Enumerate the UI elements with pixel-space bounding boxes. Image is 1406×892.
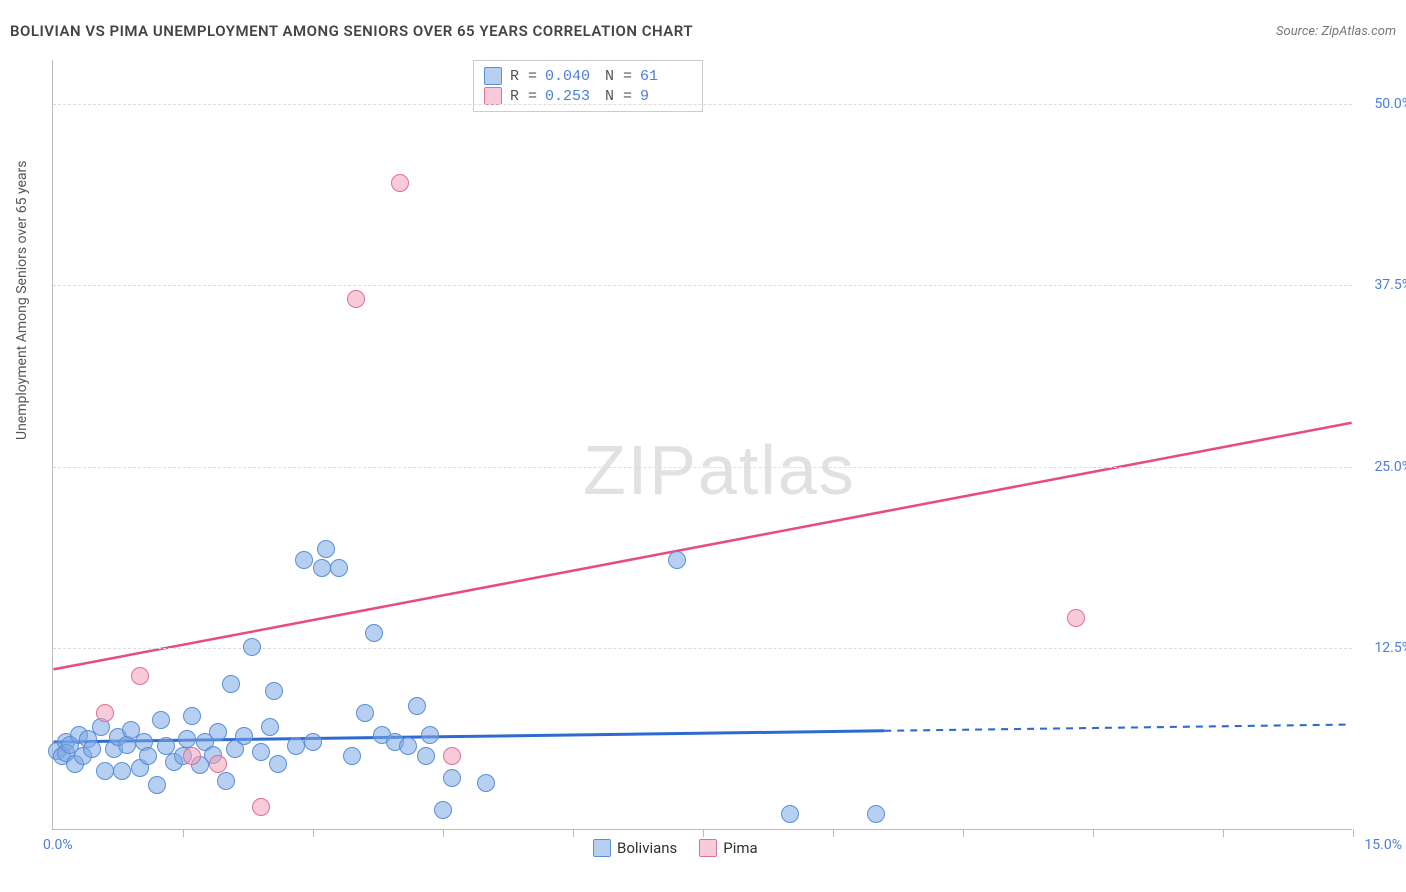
gridline [53,285,1352,286]
bolivians-point [243,638,261,656]
x-tick [703,829,704,837]
pima-point [131,667,149,685]
bolivians-point [668,551,686,569]
legend-stats-row-bolivians: R = 0.040 N = 61 [484,67,692,85]
pima-point [1067,609,1085,627]
bolivians-point [178,730,196,748]
bolivians-point [356,704,374,722]
legend-stats-row-pima: R = 0.253 N = 9 [484,87,692,105]
watermark: ZIPatlas [583,430,856,510]
pima-point [209,755,227,773]
legend-series: Bolivians Pima [593,839,758,857]
chart-source: Source: ZipAtlas.com [1276,24,1396,39]
pima-point [347,290,365,308]
x-tick [1093,829,1094,837]
bolivians-point [365,624,383,642]
pima-point [391,174,409,192]
bolivians-point [183,707,201,725]
x-tick [1353,829,1354,837]
bolivians-point [269,755,287,773]
y-tick-label: 37.5% [1362,277,1406,293]
pima-point [252,798,270,816]
x-axis-min-label: 0.0% [43,837,73,853]
bolivians-point [330,559,348,577]
bolivians-point [265,682,283,700]
bolivians-point [139,747,157,765]
gridline [53,104,1352,105]
bolivians-point [343,747,361,765]
gridline [53,467,1352,468]
bolivians-point [304,733,322,751]
bolivians-point [287,737,305,755]
bolivians-point [235,727,253,745]
bolivians-swatch-icon [593,839,611,857]
pima-r-value: 0.253 [545,88,597,105]
bolivians-point [96,762,114,780]
pima-point [443,747,461,765]
bolivians-point [421,726,439,744]
trend-lines [53,60,1352,829]
x-tick [573,829,574,837]
bolivians-point [477,774,495,792]
bolivians-point [209,723,227,741]
bolivians-point [295,551,313,569]
bolivians-point [781,805,799,823]
x-tick [313,829,314,837]
bolivians-point [313,559,331,577]
pima-point [183,747,201,765]
bolivians-point [152,711,170,729]
y-tick-label: 25.0% [1362,459,1406,475]
bolivians-point [434,801,452,819]
x-tick [833,829,834,837]
legend-item-bolivians: Bolivians [593,839,677,857]
bolivians-point [317,540,335,558]
bolivians-point [222,675,240,693]
bolivians-point [408,697,426,715]
x-tick [963,829,964,837]
bolivians-point [148,776,166,794]
bolivians-swatch [484,67,502,85]
x-tick [443,829,444,837]
bolivians-point [83,740,101,758]
pima-point [96,704,114,722]
x-tick [183,829,184,837]
x-axis-max-label: 15.0% [1364,837,1402,853]
bolivians-point [113,762,131,780]
bolivians-point [399,737,417,755]
bolivians-point [252,743,270,761]
legend-item-pima: Pima [699,839,757,857]
pima-n-value: 9 [640,88,692,105]
pima-swatch [484,87,502,105]
scatter-plot-area: ZIPatlas R = 0.040 N = 61 R = 0.253 N = … [52,60,1352,830]
x-tick [1223,829,1224,837]
bolivians-point [261,718,279,736]
bolivians-n-value: 61 [640,68,692,85]
chart-header: BOLIVIAN VS PIMA UNEMPLOYMENT AMONG SENI… [10,22,1396,40]
y-tick-label: 50.0% [1362,96,1406,112]
y-axis-label: Unemployment Among Seniors over 65 years [14,161,30,441]
bolivians-r-value: 0.040 [545,68,597,85]
bolivians-point [443,769,461,787]
chart-title: BOLIVIAN VS PIMA UNEMPLOYMENT AMONG SENI… [10,22,693,40]
bolivians-point [417,747,435,765]
bolivians-point [867,805,885,823]
bolivians-point [217,772,235,790]
pima-swatch-icon [699,839,717,857]
y-tick-label: 12.5% [1362,640,1406,656]
